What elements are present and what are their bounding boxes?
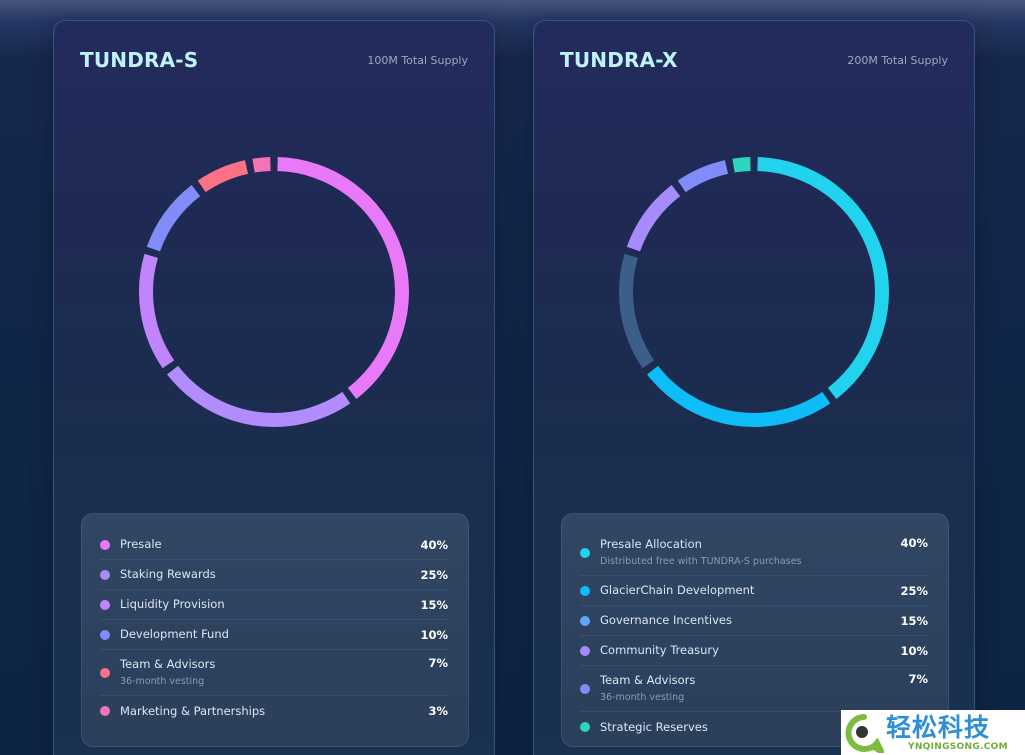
color-dot-icon [580,615,590,626]
legend-label: Governance Incentives [600,613,732,627]
color-dot-icon [100,629,110,640]
watermark-logo-icon [845,713,884,753]
donut-chart [139,157,409,427]
color-dot-icon [100,706,110,716]
legend-item: Presale 40% [100,530,448,560]
donut-segment [626,185,681,252]
legend-item: Presale Allocation Distributed free with… [580,530,928,576]
color-dot-icon [580,645,590,656]
legend-label: GlacierChain Development [600,583,755,597]
legend-item: Governance Incentives 15% [580,606,928,636]
legend-label: Marketing & Partnerships [120,703,266,718]
donut-segment [139,253,175,369]
legend-label: Community Treasury [600,643,719,657]
legend-percent: 15% [900,613,928,628]
legend-note: 36-month vesting [120,675,205,687]
legend-percent: 15% [420,597,448,612]
donut-segment [677,160,729,193]
legend-item: Community Treasury 10% [580,636,928,666]
legend-percent: 7% [908,672,928,686]
color-dot-icon [100,539,110,550]
legend-label: Development Fund [120,627,229,641]
legend: Presale Allocation Distributed free with… [561,513,949,747]
donut-segment [167,365,351,427]
legend-label: Presale [120,537,162,551]
legend-note: 36-month vesting [600,691,685,703]
donut-segment [146,185,201,252]
donut-segment [197,160,249,193]
legend-percent: 7% [428,656,448,670]
card-header: TUNDRA-X 200M Total Supply [560,48,948,72]
legend: Presale 40% Staking Rewards 25% Liquidit… [81,513,469,747]
donut-segment [252,157,271,173]
card-title: TUNDRA-S [80,48,199,72]
tundra-x-card: TUNDRA-X 200M Total Supply Presale Alloc… [533,20,975,755]
color-dot-icon [580,547,590,558]
legend-item: GlacierChain Development 25% [580,576,928,606]
legend-percent: 25% [900,583,928,598]
legend-item: Team & Advisors 36-month vesting 7% [100,650,448,696]
watermark-url: YNQINGSONG.COM [908,741,1008,752]
legend-note: Distributed free with TUNDRA-S purchases [600,555,802,567]
legend-percent: 40% [420,537,448,552]
donut-segment [619,253,655,369]
legend-label: Team & Advisors [120,656,216,671]
total-supply: 100M Total Supply [367,53,468,67]
color-dot-icon [580,722,590,732]
watermark-text: 轻松科技 [886,712,991,742]
legend-percent: 10% [420,627,448,642]
legend-label: Presale Allocation [600,536,702,551]
color-dot-icon [580,683,590,694]
card-title: TUNDRA-X [560,48,678,72]
legend-label: Staking Rewards [120,567,216,581]
legend-percent: 3% [428,704,448,718]
donut-segment [647,365,831,427]
legend-item: Development Fund 10% [100,620,448,650]
legend-item: Team & Advisors 36-month vesting 7% [580,666,928,712]
donut-segment [732,157,751,173]
legend-percent: 10% [900,643,928,658]
total-supply: 200M Total Supply [847,53,948,67]
card-header: TUNDRA-S 100M Total Supply [80,48,468,72]
legend-label: Strategic Reserves [600,719,708,734]
legend-label: Team & Advisors [600,672,696,687]
legend-item: Staking Rewards 25% [100,560,448,590]
color-dot-icon [100,569,110,580]
color-dot-icon [580,585,590,596]
legend-item: Marketing & Partnerships 3% [100,696,448,726]
legend-percent: 25% [420,567,448,582]
tundra-s-card: TUNDRA-S 100M Total Supply Presale 40% S… [53,20,495,755]
color-dot-icon [100,599,110,610]
legend-percent: 40% [900,536,928,550]
color-dot-icon [100,667,110,678]
donut-segment [757,157,889,399]
legend-label: Liquidity Provision [120,597,225,611]
donut-chart [619,157,889,427]
donut-segment [277,157,409,399]
watermark: 轻松科技 YNQINGSONG.COM [841,710,1025,755]
legend-item: Liquidity Provision 15% [100,590,448,620]
